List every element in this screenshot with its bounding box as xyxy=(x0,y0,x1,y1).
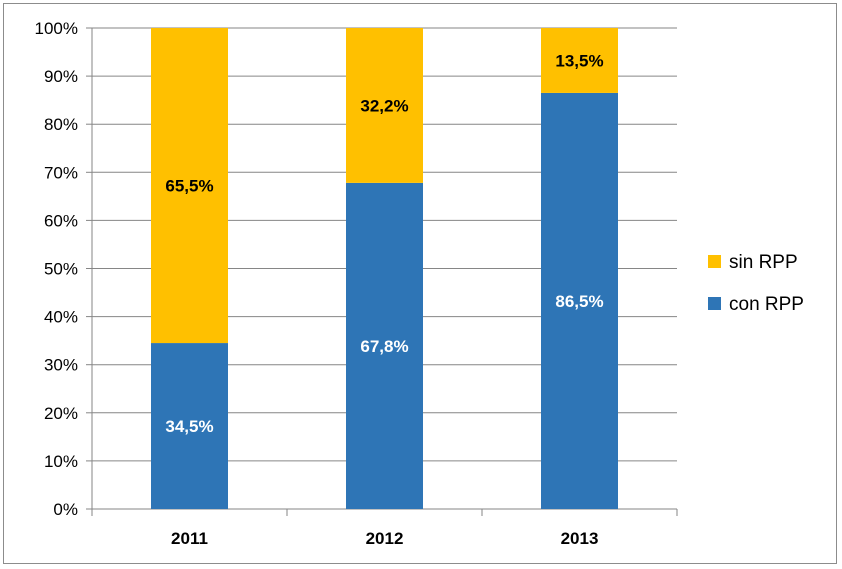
data-label: 65,5% xyxy=(165,177,213,196)
legend-swatch xyxy=(708,297,721,310)
y-tick-label: 60% xyxy=(44,211,78,230)
bar-con-rpp-2012 xyxy=(346,182,423,509)
data-label: 32,2% xyxy=(360,96,408,115)
y-tick-label: 10% xyxy=(44,452,78,471)
data-label: 86,5% xyxy=(555,292,603,311)
bar-sin-rpp-2013 xyxy=(541,28,618,93)
data-label: 67,8% xyxy=(360,337,408,356)
bar-sin-rpp-2011 xyxy=(151,28,228,344)
y-tick-label: 20% xyxy=(44,404,78,423)
y-tick-label: 90% xyxy=(44,67,78,86)
bar-con-rpp-2011 xyxy=(151,343,228,509)
data-label: 34,5% xyxy=(165,417,213,436)
x-tick-label: 2011 xyxy=(171,529,208,548)
legend-swatch xyxy=(708,255,721,268)
data-label: 13,5% xyxy=(555,51,603,70)
x-tick-label: 2012 xyxy=(366,529,404,548)
bar-sin-rpp-2012 xyxy=(346,28,423,183)
legend-label: sin RPP xyxy=(729,252,798,273)
legend-label: con RPP xyxy=(729,294,804,315)
x-tick-label: 2013 xyxy=(561,529,599,548)
y-tick-label: 50% xyxy=(44,260,78,279)
y-tick-label: 80% xyxy=(44,115,78,134)
y-tick-label: 0% xyxy=(53,500,78,519)
y-tick-label: 40% xyxy=(44,308,78,327)
bar-con-rpp-2013 xyxy=(541,92,618,509)
y-tick-label: 30% xyxy=(44,356,78,375)
y-tick-label: 70% xyxy=(44,163,78,182)
y-tick-label: 100% xyxy=(35,19,78,38)
